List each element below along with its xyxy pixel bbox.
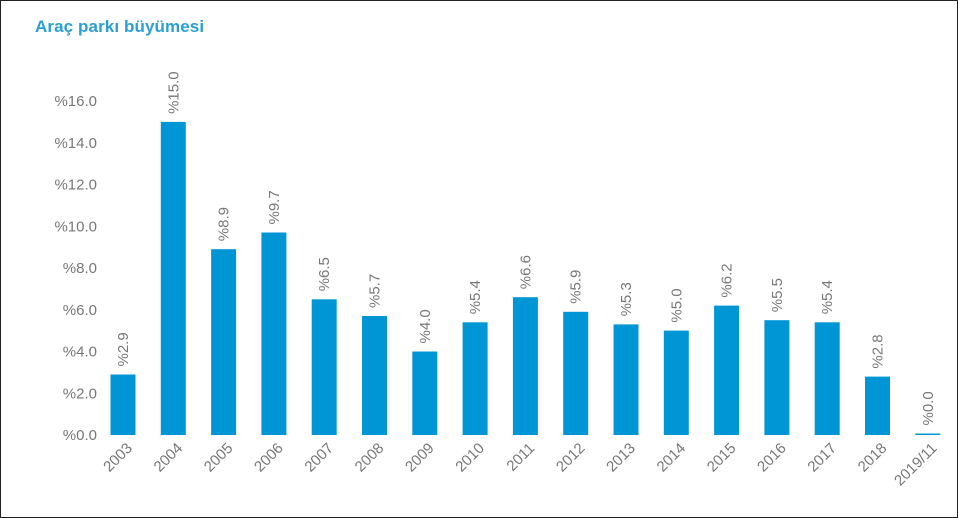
x-axis: 2003 2004 2005 2006 2007 2008 2009 2010 2011 2012… [100,440,940,490]
x-tick-label: 2014 [654,440,690,476]
bar-2004 [160,121,186,436]
x-tick-label: 2017 [804,440,840,476]
data-labels: %2.9 %15.0 %8.9 %9.7 %6.5 %5.7 %4.0 %5.4 %6.6 %5.… [115,71,937,425]
bar-2016 [764,320,790,435]
bar-2012 [563,311,589,435]
x-tick-label: 2005 [201,440,237,476]
x-tick-label: 2016 [754,440,790,476]
y-tick-label: %14.0 [54,135,97,152]
data-label: %5.3 [618,282,635,316]
bar-2015 [714,305,740,435]
data-label: %5.9 [568,270,585,304]
data-label: %6.5 [316,257,333,291]
y-tick-label: %16.0 [54,93,97,110]
y-tick-label: %8.0 [63,260,97,277]
x-tick-label: 2008 [352,440,388,476]
y-tick-label: %0.0 [63,427,97,444]
data-label: %15.0 [165,71,182,114]
bar-2018 [865,376,890,435]
bar-2007 [311,299,337,435]
y-tick-label: %10.0 [54,218,97,235]
x-tick-label: 2013 [603,440,639,476]
bar-2008 [362,316,387,435]
data-label: %5.4 [819,280,836,314]
x-tick-label: 2009 [402,440,438,476]
bar-2019-11 [915,433,941,435]
data-label: %2.9 [115,332,132,366]
bar-2013 [613,324,639,435]
y-axis: %0.0 %2.0 %4.0 %6.0 %8.0 %10.0 %12.0 %14.0 %16.0 [54,93,97,444]
data-label: %8.9 [216,207,233,241]
data-label: %5.4 [467,280,484,314]
x-tick-label: 2015 [704,440,740,476]
x-tick-label: 2003 [100,440,136,476]
data-label: %5.5 [769,278,786,312]
x-tick-label: 2007 [301,440,337,476]
data-label: %4.0 [417,309,434,343]
y-tick-label: %12.0 [54,177,97,194]
bars [110,121,941,436]
data-label: %6.6 [517,255,534,289]
bar-2006 [261,232,287,435]
y-tick-label: %4.0 [63,344,97,361]
y-tick-label: %2.0 [63,385,97,402]
data-label: %2.8 [870,334,887,368]
bar-2011 [512,297,538,435]
x-tick-label: 2018 [855,440,891,476]
bar-2003 [110,374,136,435]
x-tick-label: 2019/11 [891,440,941,490]
data-label: %9.7 [266,190,283,224]
data-label: %0.0 [920,391,937,425]
x-tick-label: 2012 [553,440,589,476]
chart-title: Araç parkı büyümesi [35,17,205,36]
data-label: %6.2 [719,263,736,297]
bar-2009 [412,351,438,435]
bar-2014 [663,330,689,435]
y-tick-label: %6.0 [63,302,97,319]
bar-2005 [211,249,237,435]
x-tick-label: 2011 [503,440,538,475]
x-tick-label: 2004 [151,440,187,476]
x-tick-label: 2010 [452,440,488,476]
data-label: %5.0 [668,288,685,322]
data-label: %5.7 [367,274,384,308]
bar-2017 [814,322,840,435]
x-tick-label: 2006 [251,440,287,476]
bar-2010 [462,322,488,435]
